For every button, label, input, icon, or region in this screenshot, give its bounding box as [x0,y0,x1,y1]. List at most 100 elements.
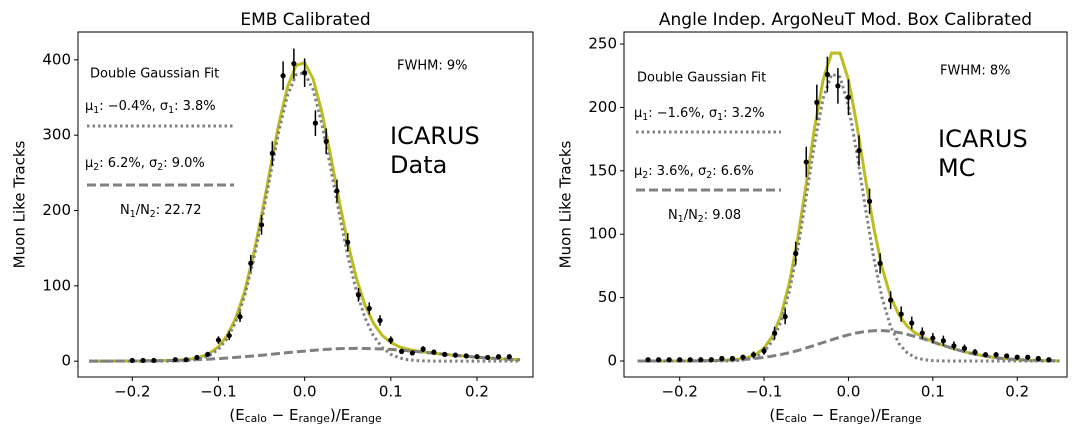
data-point [761,348,767,354]
ratio-label-part: : 9.08 [704,208,741,223]
data-point [687,357,693,363]
data-point [655,357,662,363]
experiment-label: MC [938,154,975,182]
ratio-label-part: : 22.72 [156,203,202,218]
x-axis-label-part: − E [807,406,839,424]
legend-label-part: μ [85,99,93,114]
ratio-label-part: N [120,203,130,218]
experiment-label: ICARUS [390,122,480,150]
legend-label: μ2: 6.2%, σ2: 9.0% [85,156,205,173]
data-point [485,354,491,361]
data-point [866,198,873,204]
y-tick-label: 150 [588,161,617,179]
data-point [951,343,957,349]
data-point [258,222,265,228]
data-point [982,352,989,358]
data-point [506,354,512,360]
data-point [930,335,936,341]
legend-label-part: 2 [642,170,648,181]
data-point [377,317,383,324]
ratio-label-part: 2 [150,209,156,220]
data-point [129,357,135,364]
data-point [993,352,999,358]
data-point [420,346,426,352]
x-tick-label: −0.1 [746,383,782,401]
ratio-label-part: 2 [698,214,704,225]
legend-label-part: : −1.6%, σ [648,106,717,121]
y-tick-label: 50 [598,288,617,306]
data-point [729,355,736,362]
data-point [793,250,799,256]
data-point [474,354,480,360]
data-point [302,70,308,76]
data-point [366,305,372,312]
x-axis-label-part: calo [785,412,808,425]
data-point [291,61,297,67]
legend-label-part: 2 [706,170,712,181]
fwhm-label: FWHM: 9% [397,59,467,74]
data-point [388,337,394,343]
data-point [698,357,704,363]
fit-title: Double Gaussian Fit [90,67,219,82]
data-point [355,292,362,298]
x-axis-label: (Ecalo − Erange)/Erange [229,406,382,426]
legend-label-part: : −0.4%, σ [99,99,168,114]
data-point [269,150,275,156]
data-point [919,330,925,336]
x-tick-label: −0.1 [200,383,236,401]
x-axis-label-part: )/E [870,406,890,424]
data-point [666,357,672,363]
data-point [740,354,746,360]
data-point [645,357,651,363]
data-point [898,311,904,317]
legend-label-part: 2 [93,162,99,173]
data-point [888,297,894,303]
x-tick-label: 0.0 [837,383,861,401]
data-point [140,357,146,364]
x-axis-label: (Ecalo − Erange)/Erange [769,406,922,426]
legend-label-part: 1 [93,105,99,116]
x-axis-label-part: )/E [330,406,350,424]
y-tick-label: 100 [42,276,71,294]
y-tick-label: 100 [588,225,617,243]
ratio-label-part: 1 [678,214,684,225]
chart-title: Angle Indep. ArgoNeuT Mod. Box Calibrate… [659,10,1032,30]
data-point [442,351,448,358]
data-point [772,330,778,336]
data-point [183,357,189,363]
legend-label-part: : 3.8% [174,99,216,114]
chart-title: EMB Calibrated [240,10,370,30]
x-axis-label-part: calo [245,412,268,425]
x-tick-label: 0.0 [293,383,317,401]
fit-curve-dashed [89,346,521,363]
legend-label-part: μ [634,164,642,179]
fit-title: Double Gaussian Fit [637,71,766,86]
data-point [877,260,883,266]
y-axis-label: Muon Like Tracks [557,140,575,268]
ratio-label-part: 1 [130,209,136,220]
x-tick-label: 0.2 [465,383,489,401]
legend-label-part: : 3.2% [723,106,765,121]
ratio-label-part: /N [136,203,150,218]
y-tick-label: 400 [42,50,71,68]
y-tick-label: 200 [42,201,71,219]
x-tick-label: 0.1 [379,383,403,401]
data-point [750,352,757,358]
data-point [856,147,862,154]
data-point [719,355,725,362]
fwhm-label: FWHM: 8% [940,64,1010,79]
x-axis-label-part: range [350,412,382,425]
x-axis-label-part: range [890,412,922,425]
legend-label-part: : 6.2%, σ [99,156,157,171]
x-axis-label-part: range [298,412,330,425]
data-point [814,99,820,105]
legend-label-part: 1 [642,112,648,123]
data-point [237,314,243,320]
y-tick-label: 300 [42,126,71,144]
axes-frame [77,31,534,378]
data-point [323,138,329,144]
data-point [431,349,437,355]
data-point [1014,354,1020,360]
legend-label-part: 2 [157,162,163,173]
